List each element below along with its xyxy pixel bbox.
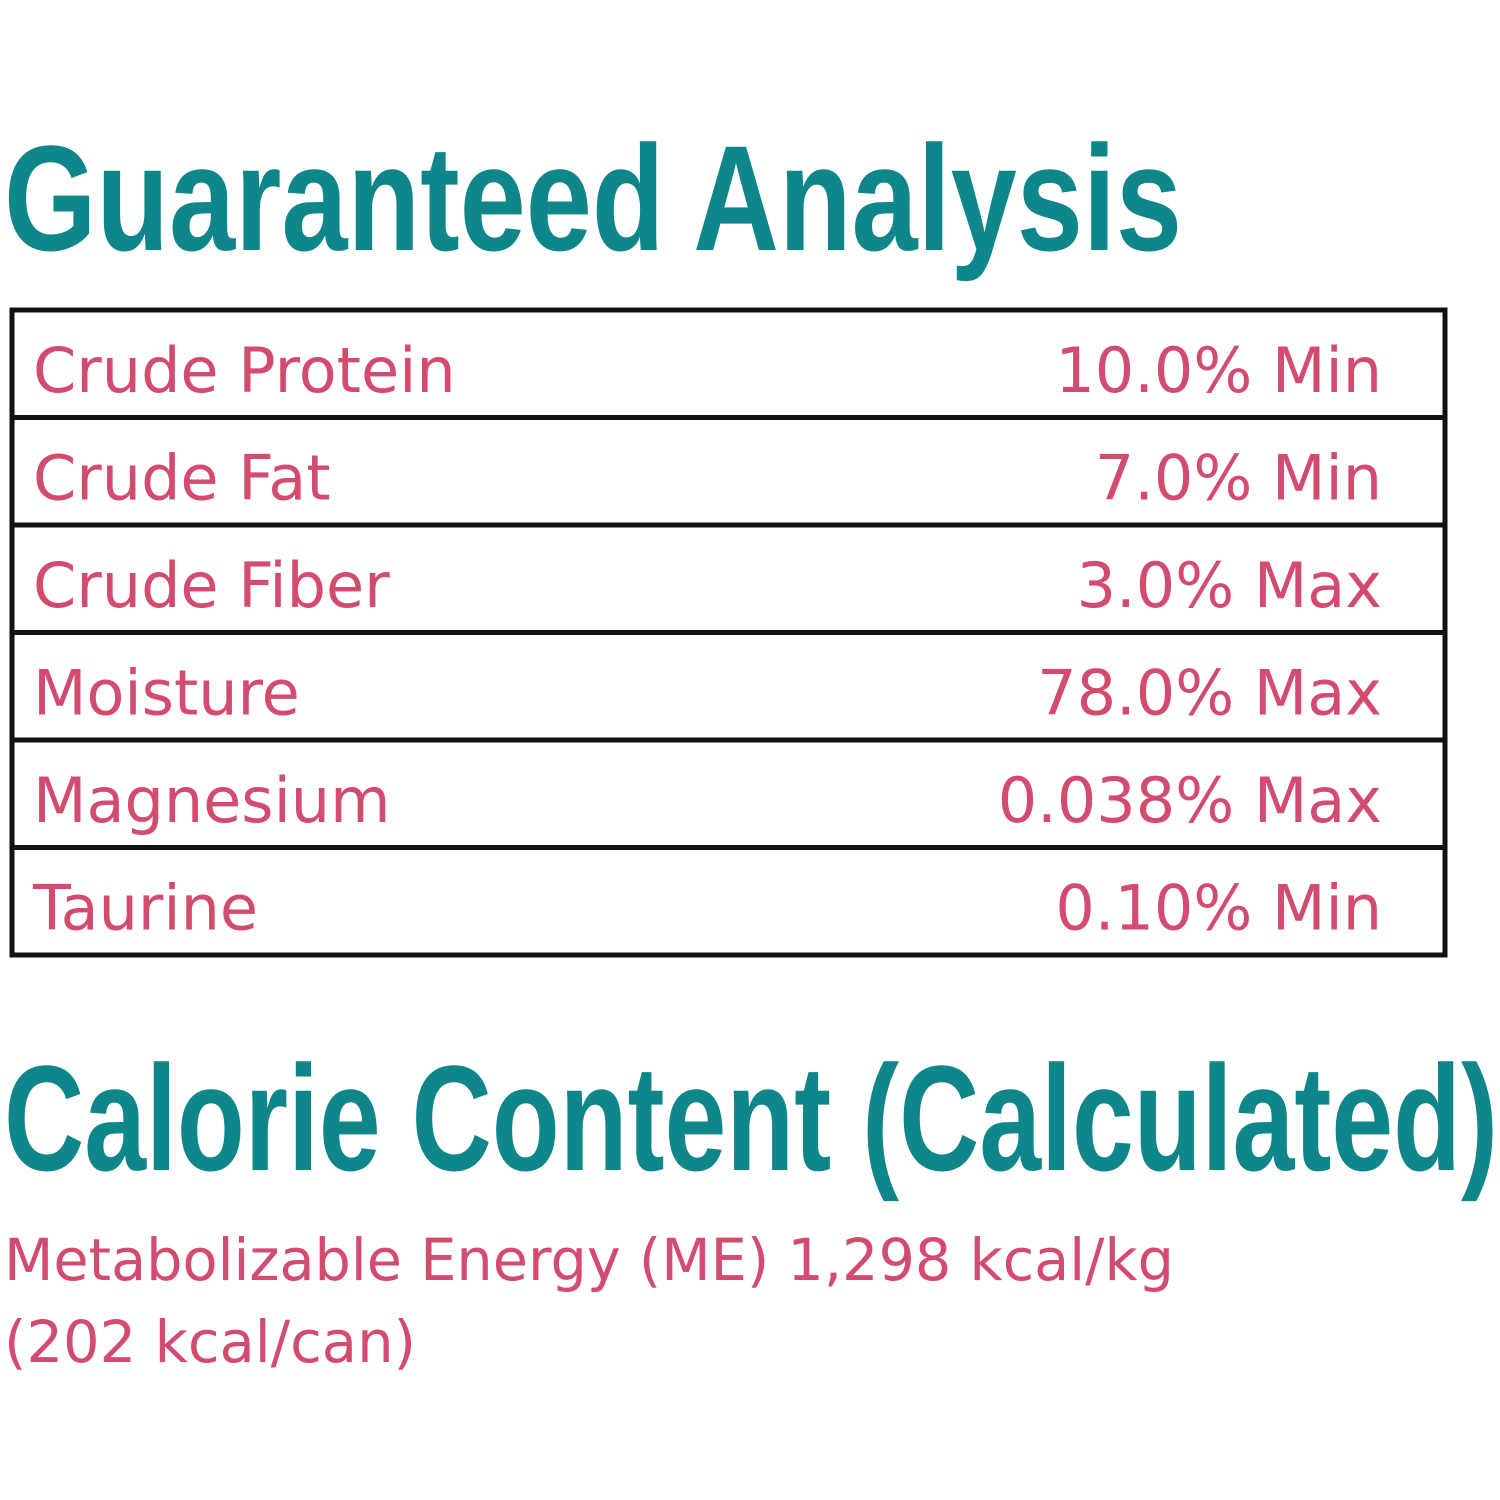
nutrient-name: Crude Protein [33, 334, 456, 407]
nutrient-value: 0.038% Max [998, 764, 1382, 837]
nutrient-name: Moisture [33, 657, 300, 730]
nutrient-name: Taurine [32, 872, 258, 945]
nutrient-name: Magnesium [33, 764, 391, 837]
nutrient-value: 10.0% Min [1055, 334, 1382, 407]
nutrient-value: 7.0% Min [1095, 442, 1382, 515]
nutrient-value: 3.0% Max [1077, 549, 1382, 622]
section-title: Calorie Content (Calculated) [4, 1034, 1498, 1202]
nutrient-value: 0.10% Min [1055, 872, 1382, 945]
analysis-table: Crude Protein 10.0% Min Crude Fat 7.0% Min C… [9, 307, 1448, 958]
calorie-text: Metabolizable Energy (ME) 1,298 kcal/kg [4, 1226, 1174, 1294]
section-title: Guaranteed Analysis [4, 114, 1182, 282]
calorie-text: (202 kcal/can) [4, 1308, 416, 1376]
nutrient-value: 78.0% Max [1037, 657, 1382, 730]
nutrient-name: Crude Fiber [33, 549, 390, 622]
nutrient-name: Crude Fat [33, 442, 331, 515]
